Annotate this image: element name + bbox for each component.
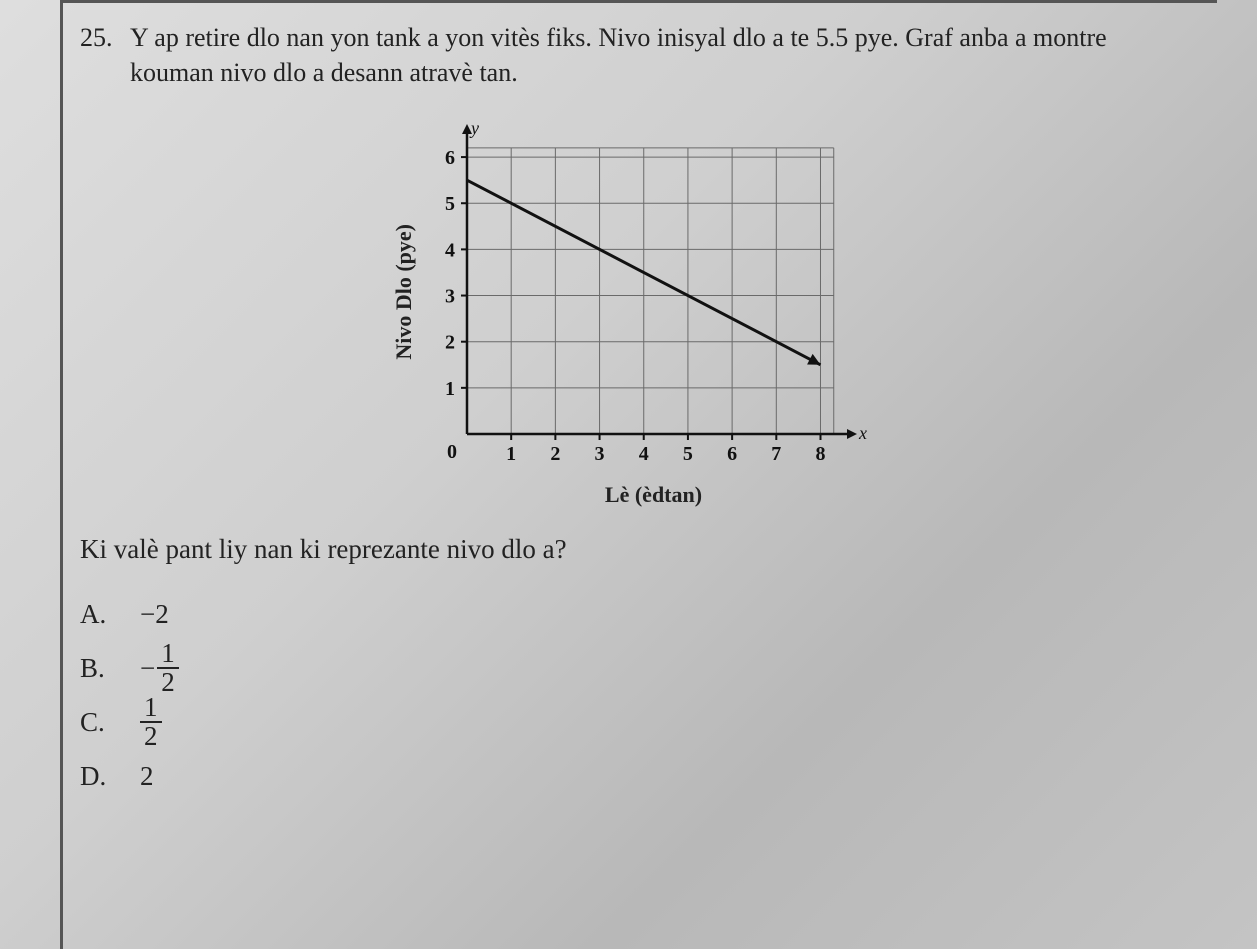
svg-text:8: 8	[815, 443, 825, 465]
svg-text:x: x	[858, 423, 867, 443]
fraction-denominator: 2	[157, 669, 179, 696]
svg-text:5: 5	[445, 193, 455, 215]
minus-sign: −	[140, 653, 155, 684]
choice-c: C. 1 2	[80, 695, 1187, 749]
svg-text:3: 3	[594, 443, 604, 465]
fraction-numerator: 1	[140, 694, 162, 723]
fraction-denominator: 2	[140, 723, 162, 750]
choice-value: 2	[140, 761, 154, 792]
svg-text:7: 7	[771, 443, 781, 465]
page: 25. Y ap retire dlo nan yon tank a yon v…	[0, 0, 1257, 949]
chart-container: Nivo Dlo (pye) 1 2 3 4 5 6 7 8 1 2 3 4 5 6 0 y x Lè (èdt…	[80, 108, 1187, 508]
question-row: 25. Y ap retire dlo nan yon tank a yon v…	[80, 20, 1187, 90]
svg-text:0: 0	[447, 441, 457, 463]
svg-text:4: 4	[638, 443, 648, 465]
svg-text:2: 2	[550, 443, 560, 465]
svg-text:1: 1	[506, 443, 516, 465]
answer-choices: A. −2 B. − 1 2 C. 1 2 D. 2	[80, 587, 1187, 803]
choice-b: B. − 1 2	[80, 641, 1187, 695]
svg-text:1: 1	[445, 378, 455, 400]
page-border-left	[60, 0, 63, 949]
x-axis-label: Lè (èdtan)	[431, 482, 877, 508]
fraction-numerator: 1	[157, 640, 179, 669]
svg-text:4: 4	[445, 240, 455, 262]
choice-letter: A.	[80, 599, 112, 630]
svg-text:2: 2	[445, 332, 455, 354]
choice-value: − 1 2	[140, 640, 179, 696]
choice-a: A. −2	[80, 587, 1187, 641]
line-chart: 1 2 3 4 5 6 7 8 1 2 3 4 5 6 0 y x	[425, 108, 877, 476]
choice-letter: D.	[80, 761, 112, 792]
svg-text:6: 6	[727, 443, 737, 465]
svg-text:6: 6	[445, 147, 455, 169]
fraction: 1 2	[157, 640, 179, 696]
choice-letter: B.	[80, 653, 112, 684]
choice-value: −2	[140, 599, 169, 630]
page-border-top	[60, 0, 1217, 3]
choice-letter: C.	[80, 707, 112, 738]
svg-text:3: 3	[445, 286, 455, 308]
choice-d: D. 2	[80, 749, 1187, 803]
question-text: Y ap retire dlo nan yon tank a yon vitès…	[130, 20, 1187, 90]
question-number: 25.	[80, 20, 120, 90]
choice-value: 1 2	[140, 694, 162, 750]
svg-text:5: 5	[682, 443, 692, 465]
svg-text:y: y	[469, 118, 479, 138]
y-axis-label: Nivo Dlo (pye)	[391, 224, 417, 360]
followup-question: Ki valè pant liy nan ki reprezante nivo …	[80, 534, 1187, 565]
